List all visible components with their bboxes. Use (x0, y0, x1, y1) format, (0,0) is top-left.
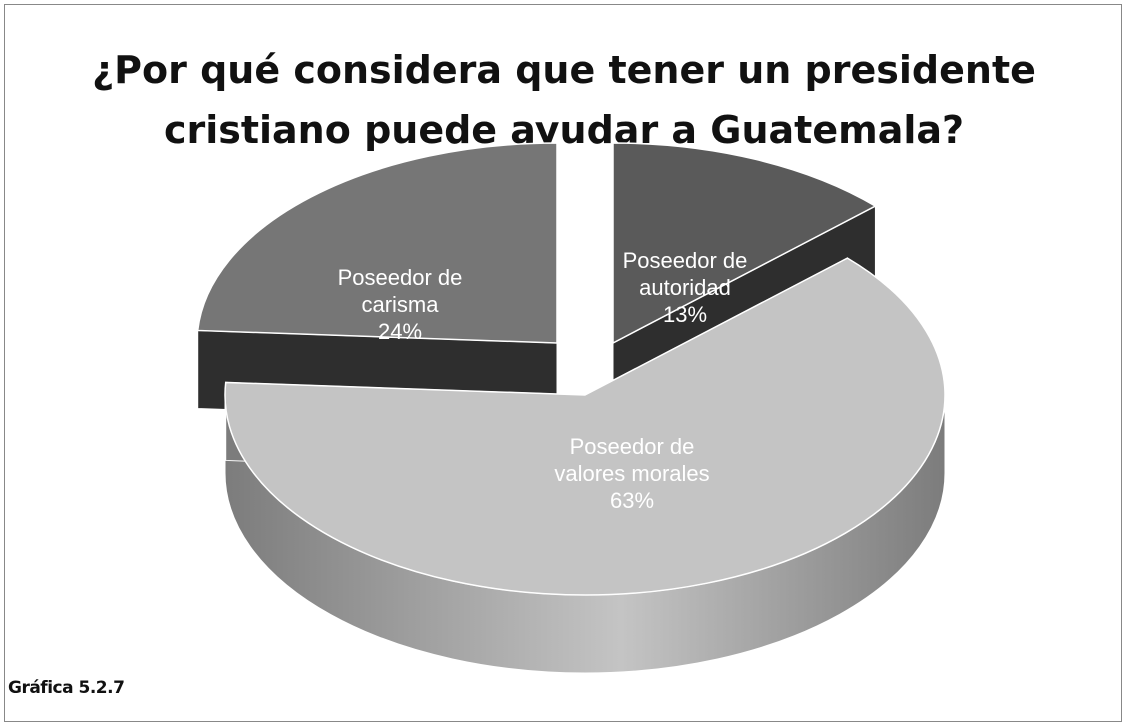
pie-slice-label-2-line-0: Poseedor de (338, 265, 463, 290)
pie-slice-label-2: Poseedor de carisma 24% (338, 265, 463, 344)
chart-title-line-2: cristiano puede ayudar a Guatemala? (163, 108, 965, 152)
chart-title-line-1: ¿Por qué considera que tener un presiden… (92, 48, 1036, 92)
chart-title: ¿Por qué considera que tener un presiden… (0, 40, 1128, 160)
figure-caption: Gráfica 5.2.7 (8, 678, 125, 698)
pie-slice-label-1: Poseedor de valores morales 63% (554, 434, 709, 513)
pie-slice-label-0-line-1: autoridad (639, 275, 731, 300)
pie-slice-label-1-line-1: valores morales (554, 461, 709, 486)
pie-slice-label-2-line-2: 24% (378, 319, 422, 344)
pie-slice-top-1 (224, 257, 946, 596)
pie-slice-top-0 (612, 142, 877, 345)
pie-slice-label-1-line-2: 63% (610, 488, 654, 513)
pie-slice-top-2 (196, 142, 558, 344)
pie-slice-label-0-line-2: 13% (663, 302, 707, 327)
pie-slice-label-0-line-0: Poseedor de (623, 248, 748, 273)
pie-slice-label-2-line-1: carisma (361, 292, 439, 317)
pie-slice-1 (224, 257, 946, 674)
pie-slice-label-0: Poseedor de autoridad 13% (623, 248, 748, 327)
pie-slice-label-1-line-0: Poseedor de (570, 434, 695, 459)
